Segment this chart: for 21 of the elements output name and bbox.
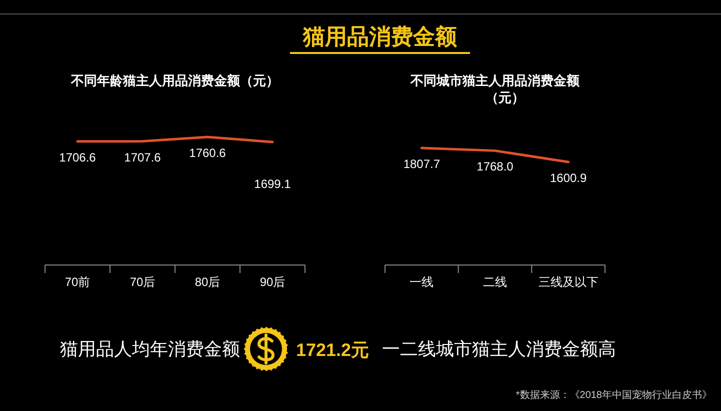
data-label: 1707.6 — [124, 150, 162, 164]
text: *数据来源：《2018年中国宠物行业白皮书》 — [516, 389, 712, 401]
data-label: 1706.6 — [59, 150, 96, 164]
x-tick-label: 三线及以下 — [538, 275, 598, 289]
data-label: 1699.1 — [254, 177, 292, 191]
text: 一二线城市猫主人消费金额高 — [382, 339, 616, 359]
data-label: 1807.7 — [403, 157, 440, 171]
data-label: 1760.6 — [189, 146, 226, 160]
chart-title: 不同年龄猫主人用品消费金额（元） — [70, 73, 279, 88]
data-label: 1600.9 — [550, 171, 588, 185]
text: 猫用品消费金额 — [302, 24, 458, 49]
chart-title: 不同城市猫主人用品消费金额（元） — [410, 73, 580, 105]
text: 猫用品人均年消费金额 — [60, 339, 240, 359]
x-tick-label: 70后 — [130, 275, 156, 289]
text: 1721.2元 — [296, 340, 370, 360]
x-tick-label: 70前 — [64, 275, 90, 289]
x-tick-label: 一线 — [410, 275, 434, 289]
x-tick-label: 90后 — [260, 275, 286, 289]
data-label: 1768.0 — [476, 160, 514, 174]
x-tick-label: 二线 — [483, 275, 507, 289]
x-tick-label: 80后 — [194, 275, 220, 289]
